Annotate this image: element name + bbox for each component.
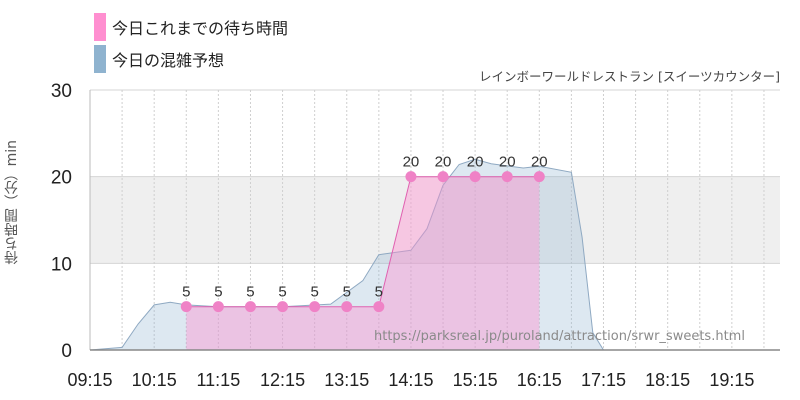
data-label: 5 xyxy=(278,284,286,301)
data-point xyxy=(309,301,321,313)
x-tick-label: 12:15 xyxy=(260,370,305,390)
data-point xyxy=(501,171,513,183)
x-tick-label: 16:15 xyxy=(517,370,562,390)
data-label: 20 xyxy=(403,154,420,171)
grid-band xyxy=(90,176,780,264)
data-label: 5 xyxy=(214,284,222,301)
data-label: 5 xyxy=(182,284,190,301)
legend-item-forecast[interactable]: 今日の混雑予想 xyxy=(94,44,288,74)
today-area xyxy=(186,176,540,350)
y-tick-label: 30 xyxy=(51,81,72,102)
forecast-area xyxy=(90,159,780,350)
data-label: 20 xyxy=(531,154,548,171)
chart-subtitle: レインボーワールドレストラン [スイーツカウンター] xyxy=(479,69,780,84)
data-point xyxy=(277,301,289,313)
y-tick-label: 10 xyxy=(51,254,72,275)
x-tick-label: 10:15 xyxy=(132,370,177,390)
y-tick-label: 0 xyxy=(61,341,72,362)
data-label: 5 xyxy=(246,284,254,301)
data-point xyxy=(373,301,385,313)
data-point xyxy=(405,171,417,183)
data-label: 20 xyxy=(435,154,452,171)
data-point xyxy=(437,171,449,183)
x-tick-label: 14:15 xyxy=(388,370,433,390)
x-tick-label: 13:15 xyxy=(324,370,369,390)
data-label: 5 xyxy=(310,284,318,301)
x-tick-label: 19:15 xyxy=(709,370,754,390)
source-url-watermark: https://parksreal.jp/puroland/attraction… xyxy=(374,329,745,344)
legend-swatch-today xyxy=(94,13,106,41)
data-label: 20 xyxy=(467,154,484,171)
x-tick-label: 15:15 xyxy=(453,370,498,390)
x-tick-label: 18:15 xyxy=(645,370,690,390)
forecast-line xyxy=(89,158,780,351)
data-point xyxy=(180,301,192,313)
legend-item-today[interactable]: 今日これまでの待ち時間 xyxy=(94,12,288,42)
data-label: 20 xyxy=(499,154,516,171)
y-tick-label: 20 xyxy=(51,168,72,189)
legend-swatch-forecast xyxy=(94,45,106,73)
data-point xyxy=(469,171,481,183)
data-point xyxy=(533,171,545,183)
data-point xyxy=(244,301,256,313)
legend-label-forecast: 今日の混雑予想 xyxy=(112,51,225,70)
x-tick-label: 11:15 xyxy=(197,370,241,390)
data-point xyxy=(341,301,353,313)
legend-label-today: 今日これまでの待ち時間 xyxy=(112,19,289,38)
data-label: 5 xyxy=(343,284,351,301)
data-point xyxy=(212,301,224,313)
x-tick-label: 17:15 xyxy=(581,370,626,390)
legend: 今日これまでの待ち時間 今日の混雑予想 xyxy=(94,12,288,76)
data-label: 5 xyxy=(375,284,383,301)
x-tick-label: 09:15 xyxy=(67,370,112,390)
